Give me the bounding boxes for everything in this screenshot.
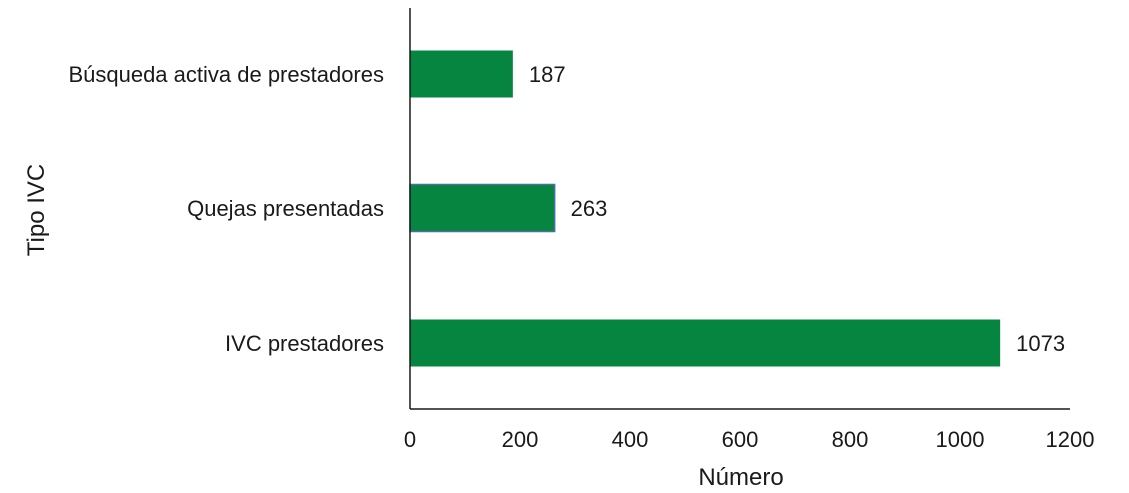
x-tick-label: 1200 [1046, 427, 1095, 452]
x-tick-label: 800 [832, 427, 869, 452]
bar [410, 319, 1001, 367]
category-label: IVC prestadores [225, 331, 384, 356]
y-axis-title: Tipo IVC [23, 164, 50, 256]
data-label: 263 [571, 196, 608, 221]
bar [409, 183, 556, 233]
x-tick-label: 400 [612, 427, 649, 452]
x-tick-label: 200 [502, 427, 539, 452]
value-labels-group: 187 263 1073 [529, 62, 1065, 356]
x-tick-label: 600 [722, 427, 759, 452]
x-axis-title: Número [698, 464, 783, 491]
bar [410, 50, 513, 98]
bars-group [409, 50, 1001, 367]
x-tick-labels-group: 0 200 400 600 800 1000 1200 [404, 427, 1095, 452]
category-labels-group: Búsqueda activa de prestadores Quejas pre… [68, 62, 384, 356]
data-label: 1073 [1016, 331, 1065, 356]
x-tick-label: 1000 [936, 427, 985, 452]
category-label: Quejas presentadas [187, 196, 384, 221]
data-label: 187 [529, 62, 566, 87]
x-tick-label: 0 [404, 427, 416, 452]
category-label: Búsqueda activa de prestadores [68, 62, 384, 87]
